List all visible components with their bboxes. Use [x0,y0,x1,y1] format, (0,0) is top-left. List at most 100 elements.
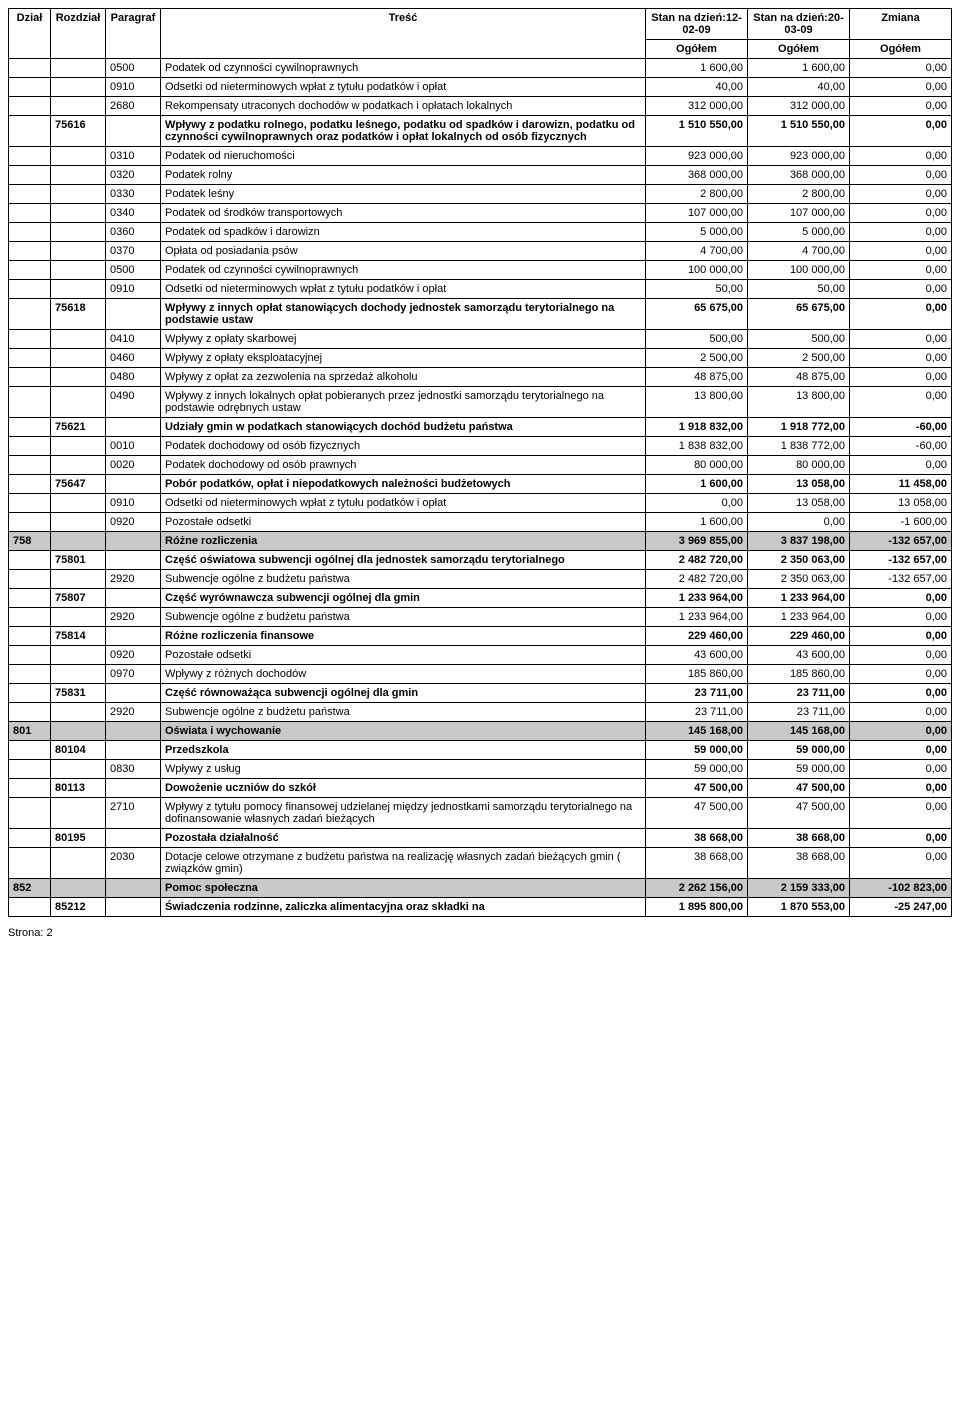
cell-paragraf: 2680 [106,97,161,116]
cell-value-2: 38 668,00 [748,829,850,848]
cell-value-2: 5 000,00 [748,223,850,242]
cell-rozdzial [51,798,106,829]
cell-tresc: Wpływy z innych lokalnych opłat pobieran… [161,387,646,418]
cell-value-1: 47 500,00 [646,779,748,798]
cell-rozdzial: 75647 [51,475,106,494]
cell-rozdzial: 75807 [51,589,106,608]
table-row: 75618Wpływy z innych opłat stanowiących … [9,299,952,330]
cell-tresc: Wpływy z opłaty skarbowej [161,330,646,349]
cell-dzial [9,330,51,349]
cell-value-3: 0,00 [850,147,952,166]
cell-paragraf [106,684,161,703]
cell-rozdzial [51,147,106,166]
cell-rozdzial [51,570,106,589]
header-stan1: Stan na dzień:12-02-09 [646,9,748,40]
table-row: 2030Dotacje celowe otrzymane z budżetu p… [9,848,952,879]
cell-dzial: 758 [9,532,51,551]
cell-paragraf: 0410 [106,330,161,349]
cell-paragraf: 0480 [106,368,161,387]
cell-paragraf [106,589,161,608]
cell-value-3: -25 247,00 [850,898,952,917]
cell-dzial [9,684,51,703]
cell-tresc: Dowożenie uczniów do szkół [161,779,646,798]
cell-rozdzial [51,368,106,387]
cell-value-2: 145 168,00 [748,722,850,741]
cell-dzial [9,829,51,848]
table-row: 0490Wpływy z innych lokalnych opłat pobi… [9,387,952,418]
table-row: 80104Przedszkola59 000,0059 000,000,00 [9,741,952,760]
header-dzial: Dział [9,9,51,59]
table-row: 75814Różne rozliczenia finansowe229 460,… [9,627,952,646]
cell-paragraf [106,779,161,798]
cell-paragraf: 0970 [106,665,161,684]
table-row: 0370Opłata od posiadania psów4 700,004 7… [9,242,952,261]
cell-rozdzial [51,722,106,741]
cell-tresc: Podatek rolny [161,166,646,185]
cell-value-3: 0,00 [850,798,952,829]
cell-rozdzial: 85212 [51,898,106,917]
cell-value-1: 100 000,00 [646,261,748,280]
cell-dzial [9,280,51,299]
cell-value-1: 38 668,00 [646,848,748,879]
cell-rozdzial: 75814 [51,627,106,646]
cell-tresc: Wpływy z usług [161,760,646,779]
cell-value-1: 229 460,00 [646,627,748,646]
cell-value-2: 65 675,00 [748,299,850,330]
cell-paragraf: 0490 [106,387,161,418]
cell-tresc: Odsetki od nieterminowych wpłat z tytułu… [161,78,646,97]
cell-value-3: 0,00 [850,78,952,97]
cell-value-2: 1 510 550,00 [748,116,850,147]
cell-paragraf [106,722,161,741]
cell-value-2: 4 700,00 [748,242,850,261]
cell-paragraf: 0920 [106,646,161,665]
cell-paragraf [106,898,161,917]
table-row: 80113Dowożenie uczniów do szkół47 500,00… [9,779,952,798]
table-row: 0310Podatek od nieruchomości923 000,0092… [9,147,952,166]
cell-value-3: 0,00 [850,829,952,848]
cell-paragraf: 2030 [106,848,161,879]
cell-dzial [9,494,51,513]
cell-paragraf: 0910 [106,280,161,299]
cell-rozdzial: 75801 [51,551,106,570]
cell-rozdzial [51,78,106,97]
cell-value-3: -132 657,00 [850,551,952,570]
cell-dzial [9,349,51,368]
cell-paragraf [106,879,161,898]
table-row: 0910Odsetki od nieterminowych wpłat z ty… [9,78,952,97]
cell-value-1: 59 000,00 [646,741,748,760]
table-row: 75831Część równoważąca subwencji ogólnej… [9,684,952,703]
table-row: 0360Podatek od spadków i darowizn5 000,0… [9,223,952,242]
cell-value-2: 368 000,00 [748,166,850,185]
cell-value-3: 0,00 [850,280,952,299]
cell-value-1: 2 500,00 [646,349,748,368]
cell-value-2: 185 860,00 [748,665,850,684]
cell-value-3: 0,00 [850,387,952,418]
cell-dzial [9,368,51,387]
table-row: 75807Część wyrównawcza subwencji ogólnej… [9,589,952,608]
cell-rozdzial [51,513,106,532]
cell-value-3: 0,00 [850,97,952,116]
table-row: 0830Wpływy z usług59 000,0059 000,000,00 [9,760,952,779]
cell-value-2: 13 800,00 [748,387,850,418]
cell-value-1: 2 800,00 [646,185,748,204]
cell-value-2: 1 233 964,00 [748,589,850,608]
table-body: 0500Podatek od czynności cywilnoprawnych… [9,59,952,917]
table-row: 75616Wpływy z podatku rolnego, podatku l… [9,116,952,147]
cell-tresc: Przedszkola [161,741,646,760]
cell-value-3: -60,00 [850,418,952,437]
cell-tresc: Różne rozliczenia finansowe [161,627,646,646]
cell-dzial [9,608,51,627]
cell-value-1: 368 000,00 [646,166,748,185]
cell-tresc: Odsetki od nieterminowych wpłat z tytułu… [161,494,646,513]
cell-value-1: 2 262 156,00 [646,879,748,898]
cell-tresc: Rekompensaty utraconych dochodów w podat… [161,97,646,116]
cell-value-2: 23 711,00 [748,684,850,703]
cell-paragraf: 2920 [106,608,161,627]
cell-dzial [9,78,51,97]
cell-value-3: 13 058,00 [850,494,952,513]
cell-value-2: 229 460,00 [748,627,850,646]
cell-value-2: 2 800,00 [748,185,850,204]
table-row: 0340Podatek od środków transportowych107… [9,204,952,223]
cell-tresc: Podatek od spadków i darowizn [161,223,646,242]
cell-tresc: Podatek od czynności cywilnoprawnych [161,261,646,280]
